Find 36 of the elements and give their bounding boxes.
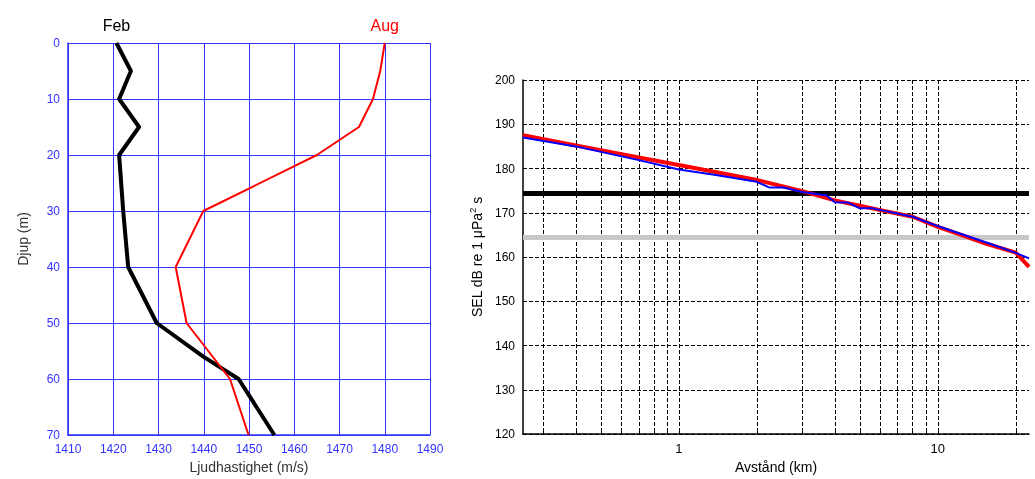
- series-label: Aug: [370, 16, 399, 34]
- y-tick-label: 10: [46, 92, 61, 106]
- y-tick-label: 30: [46, 204, 61, 218]
- x-tick-label: 1410: [54, 442, 82, 456]
- x-axis-title: Ljudhastighet (m/s): [189, 458, 309, 475]
- y-axis-title: Djup (m): [15, 212, 31, 266]
- y-tick-label: 20: [46, 148, 61, 162]
- y-tick-label: 200: [494, 73, 516, 87]
- x-axis-title: Avstånd (km): [734, 459, 818, 475]
- y-tick-label: 190: [494, 117, 516, 132]
- x-tick-label: 1490: [416, 442, 444, 456]
- x-tick-label: 1430: [145, 442, 173, 456]
- y-tick-label: 140: [494, 338, 516, 353]
- x-tick-label: 1450: [235, 442, 263, 456]
- x-tick-label: 1440: [190, 442, 218, 456]
- y-tick-label: 160: [494, 250, 516, 265]
- y-tick-label: 150: [494, 294, 516, 309]
- y-tick-label: 70: [46, 428, 61, 442]
- x-tick-label: 1420: [99, 442, 127, 456]
- y-tick-label: 130: [494, 382, 516, 397]
- x-tick-label: 1470: [326, 442, 354, 456]
- line-series: [114, 41, 277, 437]
- x-tick-label: 1: [675, 441, 683, 457]
- x-tick-label: 1480: [371, 442, 399, 456]
- y-tick-label: 120: [494, 427, 516, 442]
- y-tick-label: 50: [46, 316, 61, 330]
- x-tick-label: 10: [930, 441, 946, 457]
- y-tick-label: 0: [53, 36, 61, 50]
- line-series: [174, 42, 386, 436]
- y-tick-label: 170: [494, 205, 516, 220]
- y-axis-title: SEL dB re 1 μPa2 s: [467, 196, 485, 318]
- y-tick-label: 40: [46, 260, 61, 274]
- x-tick-label: 1460: [280, 442, 308, 456]
- y-tick-label: 60: [46, 372, 61, 386]
- series-label: Feb: [102, 16, 131, 34]
- y-tick-label: 180: [494, 161, 516, 176]
